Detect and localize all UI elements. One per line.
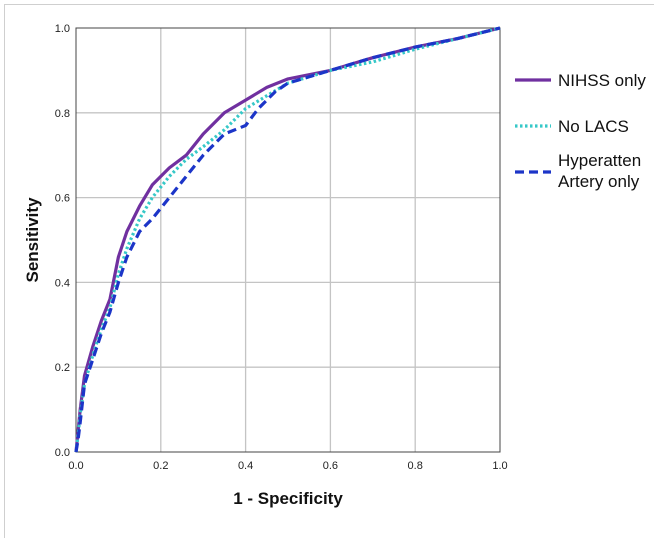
x-tick-label: 0.0 (68, 460, 83, 472)
series-line-1 (74, 26, 501, 453)
x-axis-label: 1 - Specificity (233, 489, 343, 508)
legend: NIHSS only No LACS Hyperatten Artery only (515, 71, 646, 191)
y-tick-label: 0.2 (55, 362, 70, 374)
legend-label-1: No LACS (558, 117, 629, 136)
series-line-0 (74, 26, 501, 453)
plot-border (75, 27, 501, 453)
x-tick-label: 0.8 (408, 460, 423, 472)
y-tick-label: 0.4 (55, 277, 70, 289)
legend-label-2: Artery only (558, 172, 640, 191)
series-lines (74, 26, 501, 453)
legend-label-0: NIHSS only (558, 71, 646, 90)
y-axis-ticks: 0.0 0.2 0.4 0.6 0.8 1.0 (55, 23, 70, 459)
grid-lines (76, 28, 500, 452)
y-tick-label: 1.0 (55, 23, 70, 35)
chart-frame (4, 4, 654, 538)
x-tick-label: 0.6 (323, 460, 338, 472)
series-line-2 (74, 26, 501, 453)
legend-label-2: Hyperatten (558, 151, 641, 170)
x-tick-label: 0.4 (238, 460, 253, 472)
x-axis-ticks: 0.0 0.2 0.4 0.6 0.8 1.0 (68, 460, 507, 472)
x-tick-label: 1.0 (492, 460, 507, 472)
x-tick-label: 0.2 (153, 460, 168, 472)
y-tick-label: 0.0 (55, 447, 70, 459)
y-tick-label: 0.8 (55, 108, 70, 120)
y-tick-label: 0.6 (55, 193, 70, 205)
y-axis-label: Sensitivity (23, 197, 42, 283)
